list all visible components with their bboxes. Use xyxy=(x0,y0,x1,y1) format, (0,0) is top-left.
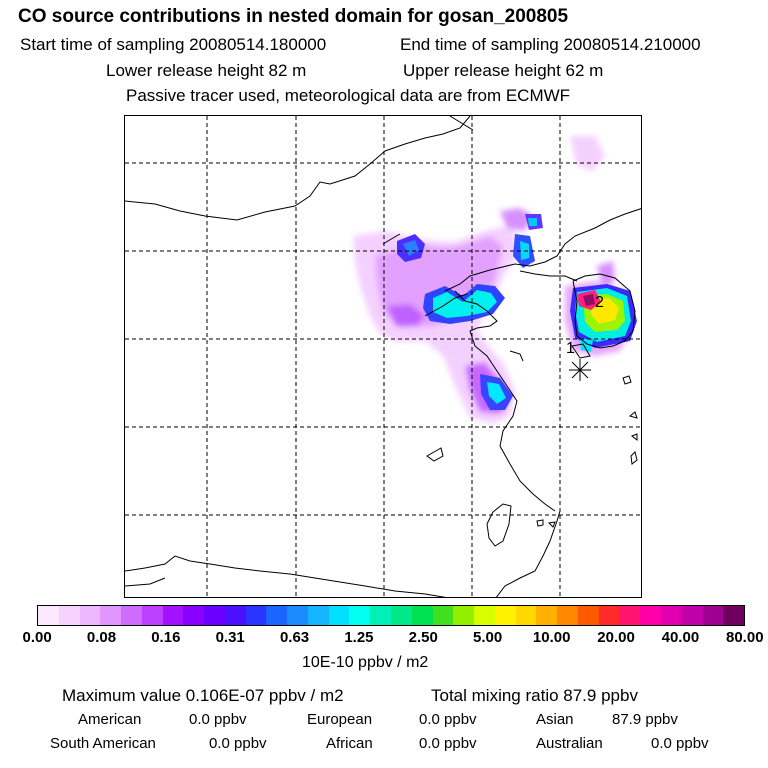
color-scale-tick-label: 0.08 xyxy=(86,629,117,646)
concentration-core xyxy=(397,214,637,410)
region-name-european: European xyxy=(307,711,373,728)
region-name-australian: Australian xyxy=(536,735,603,752)
color-scale-tick-label: 2.50 xyxy=(408,629,438,646)
color-swatch xyxy=(702,606,724,625)
color-swatch xyxy=(349,606,371,625)
region-name-american: American xyxy=(78,711,142,728)
color-swatch xyxy=(723,606,745,625)
sampling-end-time: End time of sampling 20080514.210000 xyxy=(400,35,701,54)
color-swatch xyxy=(619,606,641,625)
color-swatch xyxy=(640,606,661,625)
region-value-south-american: 0.0 ppbv xyxy=(209,735,267,752)
region-value-asian: 87.9 ppbv xyxy=(612,711,678,728)
marker-label-2: 2 xyxy=(595,294,604,311)
region-name-african: African xyxy=(326,735,373,752)
region-value-european: 0.0 ppbv xyxy=(419,711,477,728)
color-scale-bar xyxy=(37,605,745,626)
color-swatch xyxy=(557,606,578,625)
color-swatch xyxy=(453,606,475,625)
region-name-south-american: South American xyxy=(50,735,156,752)
color-swatch xyxy=(411,606,433,625)
region-value-australian: 0.0 ppbv xyxy=(651,735,709,752)
color-swatch xyxy=(432,606,454,625)
coastlines xyxy=(125,116,641,597)
color-swatch xyxy=(79,606,101,625)
lower-release-height: Lower release height 82 m xyxy=(106,61,307,80)
color-swatch xyxy=(58,606,80,625)
map-canvas: 1 2 xyxy=(125,116,641,597)
region-value-american: 0.0 ppbv xyxy=(189,711,247,728)
color-swatch xyxy=(536,606,558,625)
color-swatch xyxy=(681,606,703,625)
color-swatch xyxy=(307,606,329,625)
color-scale-tick-label: 80.00 xyxy=(726,629,764,646)
color-swatch xyxy=(100,606,122,625)
color-swatch xyxy=(287,606,308,625)
concentration-field xyxy=(353,136,630,424)
color-swatch xyxy=(391,606,412,625)
color-swatch xyxy=(577,606,599,625)
marker-label-1: 1 xyxy=(566,340,575,357)
color-swatch xyxy=(121,606,142,625)
color-swatch xyxy=(660,606,682,625)
color-swatch xyxy=(598,606,620,625)
receptor-marker xyxy=(569,359,591,381)
maximum-value: Maximum value 0.106E-07 ppbv / m2 xyxy=(62,686,344,705)
color-swatch xyxy=(162,606,184,625)
color-scale-tick-label: 5.00 xyxy=(473,629,503,646)
sampling-start-time: Start time of sampling 20080514.180000 xyxy=(20,35,327,54)
region-name-asian: Asian xyxy=(536,711,574,728)
total-mixing-ratio: Total mixing ratio 87.9 ppbv xyxy=(431,686,638,705)
color-swatch xyxy=(328,606,350,625)
color-swatch xyxy=(38,606,59,625)
color-scale-tick-label: 1.25 xyxy=(344,629,374,646)
color-swatch xyxy=(141,606,163,625)
color-scale-tick-label: 40.00 xyxy=(661,629,700,646)
color-swatch xyxy=(370,606,392,625)
color-scale-tick-label: 20.00 xyxy=(597,629,635,646)
plot-title: CO source contributions in nested domain… xyxy=(18,6,569,27)
lat-lon-grid xyxy=(125,116,641,597)
color-scale-tick-label: 0.16 xyxy=(151,629,181,646)
region-value-african: 0.0 ppbv xyxy=(419,735,477,752)
color-swatch xyxy=(494,606,516,625)
color-scale-tick-label: 0.31 xyxy=(215,629,245,646)
color-swatch xyxy=(515,606,537,625)
color-swatch xyxy=(245,606,267,625)
tracer-info: Passive tracer used, meteorological data… xyxy=(126,86,571,105)
color-scale-tick-label: 0.63 xyxy=(279,629,310,646)
color-scale-tick-label: 0.00 xyxy=(22,629,52,646)
upper-release-height: Upper release height 62 m xyxy=(403,61,604,80)
map-panel: 1 2 xyxy=(124,115,642,598)
color-scale-units: 10E-10 ppbv / m2 xyxy=(302,654,429,671)
color-swatch xyxy=(474,606,495,625)
color-swatch xyxy=(183,606,205,625)
color-scale-tick-label: 10.00 xyxy=(532,629,571,646)
color-swatch xyxy=(266,606,288,625)
color-swatch xyxy=(224,606,246,625)
color-swatch xyxy=(204,606,225,625)
